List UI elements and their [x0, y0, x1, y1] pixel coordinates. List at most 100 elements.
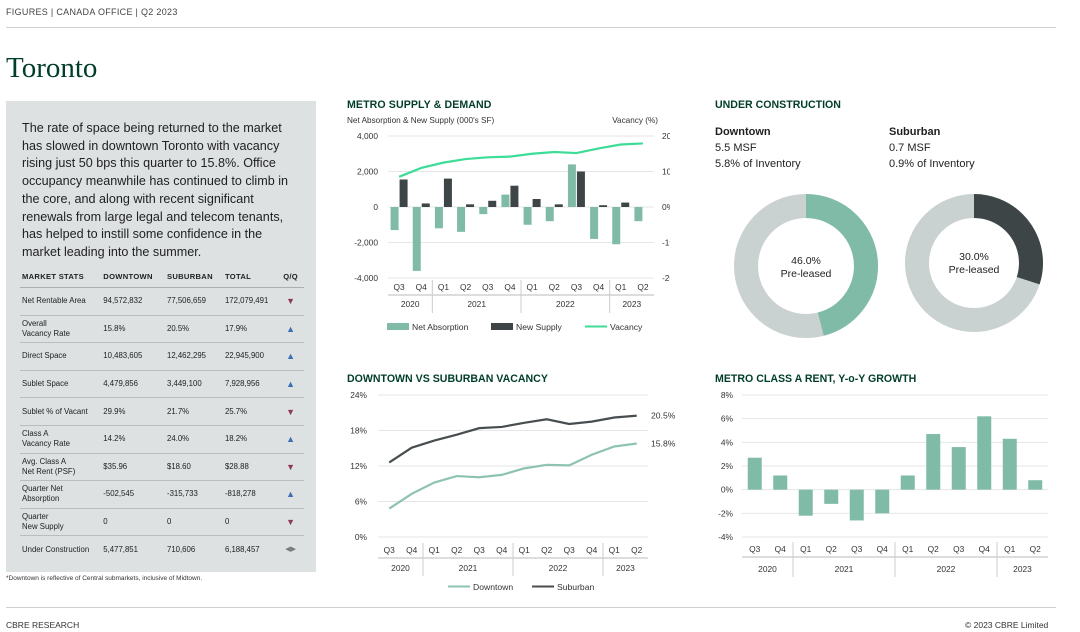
x-tick-quarter: Q3 — [953, 544, 965, 554]
x-tick-year: 2022 — [556, 299, 575, 309]
chart-title-vacancy: DOWNTOWN VS SUBURBAN VACANCY — [347, 373, 548, 385]
trend-arrow-icon: ◀▶ — [285, 545, 296, 553]
footer-left: CBRE RESEARCH — [6, 620, 80, 630]
x-tick-quarter: Q3 — [749, 544, 761, 554]
y2-tick-label: -20% — [662, 273, 670, 283]
x-tick-year: 2020 — [391, 563, 410, 573]
stat-label: Under Construction — [22, 544, 90, 554]
x-tick-quarter: Q3 — [851, 544, 863, 554]
donut-suburban-preleased — [905, 194, 1043, 332]
market-stats-row: Sublet Space 4,479,856 3,449,100 7,928,956 ▲ — [20, 370, 304, 399]
legend-vacancy: Downtown Suburban — [448, 582, 594, 592]
x-tick-year: 2021 — [459, 563, 478, 573]
stat-downtown: 15.8% — [101, 315, 165, 344]
x-tick-quarter: Q3 — [384, 545, 396, 555]
stat-total: 6,188,457 — [224, 544, 260, 554]
bar-net-absorption — [434, 207, 443, 229]
x-tick-year: 2023 — [623, 299, 642, 309]
donut-suburban-caption: Pre-leased — [949, 264, 1000, 276]
x-tick-quarter: Q2 — [541, 545, 553, 555]
x-tick-year: 2021 — [467, 299, 486, 309]
bar-rent-growth — [977, 416, 992, 490]
stat-suburban: 0 — [165, 508, 223, 537]
x-tick-quarter: Q1 — [609, 545, 621, 555]
market-stats-row: Direct Space 10,483,605 12,462,295 22,945,9… — [20, 342, 304, 371]
market-stats-row: Avg. Class A Net Rent (PSF) $35.96 $18.60 $… — [20, 453, 304, 482]
bar-net-absorption — [479, 207, 488, 215]
line-vacancy — [398, 142, 643, 178]
stat-suburban: 77,506,659 — [165, 287, 223, 316]
header-divider — [6, 27, 1056, 28]
bar-rent-growth — [926, 434, 941, 490]
bar-new-supply — [399, 179, 408, 207]
bar-rent-growth — [747, 457, 762, 490]
x-tick-quarter: Q1 — [800, 544, 812, 554]
x-tick-quarter: Q4 — [504, 282, 516, 292]
bar-net-absorption — [634, 207, 643, 222]
y2-tick-label: -10% — [662, 238, 670, 248]
x-tick-quarter: Q4 — [416, 282, 428, 292]
chart-title-rent-growth: METRO CLASS A RENT, Y-o-Y GROWTH — [715, 373, 916, 385]
y-axis-label-left: Net Absorption & New Supply (000's SF) — [347, 116, 494, 125]
donut-value-arc — [734, 194, 878, 338]
donut-downtown-caption: Pre-leased — [781, 268, 832, 280]
y-tick-label: 0 — [373, 202, 378, 212]
stat-downtown: 10,483,605 — [101, 342, 165, 371]
y-tick-label: -2,000 — [354, 238, 378, 248]
stat-label: Overall Vacancy Rate — [20, 315, 102, 344]
under-construction-title: UNDER CONSTRUCTION — [715, 99, 841, 111]
bar-net-absorption — [501, 194, 510, 207]
stat-label: Sublet Space — [20, 370, 102, 399]
bar-net-absorption — [523, 207, 532, 225]
stat-downtown: $35.96 — [101, 453, 165, 482]
market-stats-row: Under Construction 5,477,851 710,606 6,188,… — [20, 536, 304, 563]
market-stats-row: Sublet % of Vacant 29.9% 21.7% 25.7% ▼ — [20, 397, 304, 426]
stat-total: 0 — [222, 508, 276, 537]
bar-rent-growth — [798, 489, 813, 516]
uc-suburban-name: Suburban — [889, 126, 941, 138]
trend-arrow-icon: ▼ — [275, 397, 304, 426]
y-tick-label: -4,000 — [354, 273, 378, 283]
stat-suburban: -315,733 — [165, 480, 223, 509]
y-tick-label: 2,000 — [357, 167, 378, 177]
bar-rent-growth — [951, 447, 966, 490]
metro-supply-demand-chart: METRO SUPPLY & DEMAND Net Absorption & N… — [347, 99, 670, 332]
legend-label: Vacancy — [610, 322, 643, 332]
donut-downtown-preleased — [734, 194, 878, 338]
x-tick-quarter: Q2 — [1030, 544, 1042, 554]
downtown-suburban-vacancy-chart: DOWNTOWN VS SUBURBAN VACANCY 15.8%20.5% … — [347, 373, 676, 592]
x-tick-quarter: Q4 — [586, 545, 598, 555]
legend-label: New Supply — [516, 322, 563, 332]
bar-new-supply — [621, 202, 630, 207]
bar-rent-growth — [849, 489, 864, 521]
bar-new-supply — [576, 171, 585, 207]
x-tick-quarter: Q4 — [406, 545, 418, 555]
x-tick-quarter: Q4 — [593, 282, 605, 292]
x-tick-quarter: Q2 — [451, 545, 463, 555]
stat-suburban: 3,449,100 — [165, 370, 223, 399]
bar-rent-growth — [900, 475, 915, 490]
legend-label: Downtown — [473, 582, 513, 592]
y-tick-label: 6% — [721, 414, 734, 424]
bar-net-absorption — [457, 207, 466, 232]
y-tick-label: 8% — [721, 390, 734, 400]
stat-downtown: 14.2% — [101, 425, 165, 454]
x-tick-quarter: Q1 — [519, 545, 531, 555]
x-tick-quarter: Q3 — [564, 545, 576, 555]
page-title: Toronto — [6, 52, 98, 84]
stat-downtown: -502,545 — [101, 480, 165, 509]
y-tick-label: 4% — [721, 437, 734, 447]
bar-rent-growth — [875, 489, 890, 514]
bar-new-supply — [599, 205, 608, 207]
legend-label: Net Absorption — [412, 322, 469, 332]
footnote: *Downtown is reflective of Central subma… — [6, 575, 203, 582]
x-tick-quarter: Q2 — [549, 282, 561, 292]
stat-downtown: 29.9% — [101, 397, 165, 426]
trend-arrow-icon: ▼ — [275, 453, 304, 482]
bar-new-supply — [466, 204, 475, 207]
legend-supply-demand: Net Absorption New Supply Vacancy — [387, 322, 643, 332]
footer-divider — [6, 607, 1056, 608]
footer-right: © 2023 CBRE Limited — [965, 620, 1049, 630]
x-tick-quarter: Q1 — [526, 282, 538, 292]
y2-tick-label: 20% — [662, 131, 670, 141]
